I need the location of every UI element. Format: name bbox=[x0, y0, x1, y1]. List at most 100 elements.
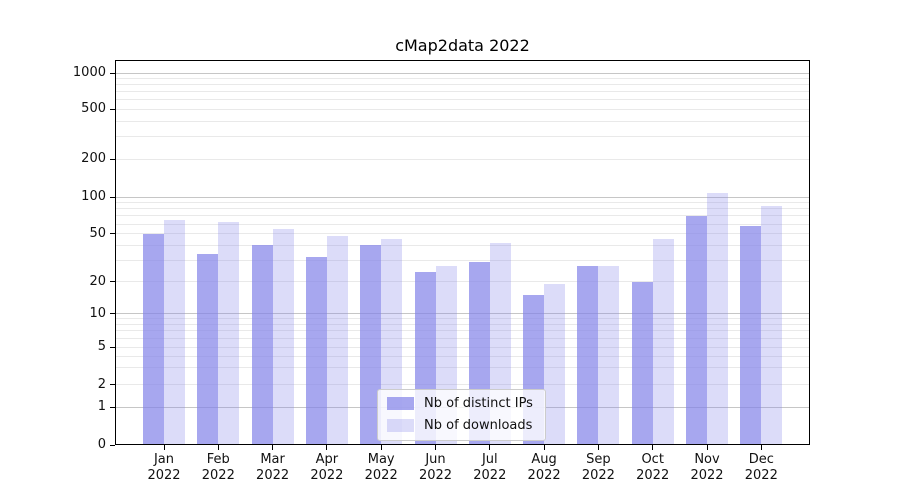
x-tick-mark bbox=[543, 445, 545, 450]
x-tick-label: Sep 2022 bbox=[581, 452, 615, 483]
y-tick-mark bbox=[110, 313, 115, 314]
y-tick-mark bbox=[110, 346, 115, 348]
x-tick-mark bbox=[163, 445, 165, 450]
x-tick-label: Jun 2022 bbox=[418, 452, 453, 483]
x-tick-label: Aug 2022 bbox=[527, 452, 561, 483]
bar-ips-dec bbox=[740, 225, 762, 444]
y-tick-mark bbox=[110, 384, 115, 385]
x-tick-mark bbox=[597, 445, 599, 450]
x-tick-mark bbox=[706, 445, 708, 450]
y-tick-label: 50 bbox=[89, 225, 106, 241]
bar-ips-apr bbox=[305, 257, 327, 444]
y-tick-label: 2 bbox=[97, 376, 106, 392]
y-tick-mark bbox=[110, 406, 115, 408]
y-tick-mark bbox=[110, 158, 115, 160]
gridline-minor bbox=[116, 99, 809, 101]
x-tick-label: Oct 2022 bbox=[636, 452, 670, 483]
gridline-minor bbox=[116, 259, 809, 261]
legend-item-downloads: Nb of downloads bbox=[387, 418, 533, 433]
x-tick-label: Dec 2022 bbox=[744, 452, 778, 483]
legend-label-downloads: Nb of downloads bbox=[424, 418, 533, 433]
gridline-major bbox=[116, 196, 809, 198]
gridline-minor bbox=[116, 223, 809, 225]
gridline-minor bbox=[116, 323, 809, 325]
bar-ips-nov bbox=[686, 215, 707, 444]
y-tick-mark bbox=[110, 108, 115, 110]
y-tick-label: 500 bbox=[81, 101, 106, 116]
gridline-minor bbox=[116, 281, 809, 282]
y-tick-label: 1000 bbox=[72, 65, 106, 80]
y-tick-label: 1 bbox=[97, 399, 106, 414]
x-tick-mark bbox=[489, 445, 491, 450]
x-tick-mark bbox=[760, 445, 762, 450]
legend-swatch-distinct-ips bbox=[387, 397, 414, 410]
gridline-major bbox=[116, 72, 809, 74]
bar-downloads-apr bbox=[326, 235, 348, 444]
x-tick-mark bbox=[435, 445, 436, 450]
x-tick-label: Nov 2022 bbox=[690, 452, 724, 483]
x-tick-mark bbox=[652, 445, 654, 450]
gridline-minor bbox=[116, 244, 809, 246]
x-tick-mark bbox=[326, 445, 328, 450]
x-tick-label: May 2022 bbox=[364, 452, 398, 483]
bar-ips-feb bbox=[197, 253, 219, 444]
y-tick-mark bbox=[110, 444, 115, 446]
x-tick-label: Feb 2022 bbox=[201, 452, 235, 483]
bar-downloads-dec bbox=[761, 205, 783, 444]
plot-border bbox=[115, 60, 810, 445]
gridline-minor bbox=[116, 136, 809, 138]
bar-downloads-feb bbox=[218, 221, 240, 444]
y-tick-label: 100 bbox=[81, 189, 106, 204]
bar-downloads-mar bbox=[272, 228, 294, 444]
gridline-minor bbox=[116, 337, 809, 339]
legend-item-distinct-ips: Nb of distinct IPs bbox=[387, 396, 533, 411]
gridline-minor bbox=[116, 346, 809, 348]
x-tick-label: Apr 2022 bbox=[310, 452, 344, 483]
gridline-minor bbox=[116, 84, 809, 86]
y-tick-mark bbox=[110, 281, 115, 282]
y-tick-label: 200 bbox=[81, 151, 106, 166]
y-tick-label: 20 bbox=[89, 273, 106, 289]
gridline-minor bbox=[116, 318, 809, 320]
x-tick-mark bbox=[217, 445, 219, 450]
bar-ips-sep bbox=[577, 265, 599, 444]
gridline-major bbox=[116, 313, 809, 314]
gridline-minor bbox=[116, 384, 809, 385]
gridline-minor bbox=[116, 330, 809, 332]
y-tick-label: 5 bbox=[97, 339, 106, 354]
y-tick-mark bbox=[110, 196, 115, 198]
bar-downloads-jan bbox=[164, 219, 185, 444]
x-tick-label: Jul 2022 bbox=[473, 452, 507, 483]
x-tick-mark bbox=[272, 445, 274, 450]
gridline-minor bbox=[116, 208, 809, 210]
gridline-minor bbox=[116, 120, 809, 122]
y-tick-label: 10 bbox=[89, 305, 106, 321]
y-tick-mark bbox=[110, 233, 115, 235]
bar-ips-jan bbox=[143, 233, 164, 444]
gridline-minor bbox=[116, 233, 809, 235]
bar-downloads-oct bbox=[652, 239, 674, 444]
gridline-minor bbox=[116, 108, 809, 110]
bar-ips-may bbox=[360, 245, 382, 444]
gridline-minor bbox=[116, 202, 809, 204]
y-tick-label: 0 bbox=[97, 437, 106, 452]
bar-downloads-sep bbox=[598, 265, 620, 444]
gridline-minor bbox=[116, 355, 809, 357]
bar-ips-mar bbox=[251, 245, 273, 444]
gridline-minor bbox=[116, 367, 809, 369]
legend-swatch-downloads bbox=[387, 419, 414, 432]
bar-downloads-aug bbox=[544, 283, 566, 444]
gridline-minor bbox=[116, 158, 809, 160]
chart-title: cMap2data 2022 bbox=[395, 36, 530, 55]
x-tick-label: Jan 2022 bbox=[147, 452, 181, 483]
legend: Nb of distinct IPs Nb of downloads bbox=[377, 389, 546, 441]
gridline-minor bbox=[116, 77, 809, 79]
y-tick-mark bbox=[110, 72, 115, 74]
gridline-minor bbox=[116, 91, 809, 93]
x-tick-mark bbox=[380, 445, 382, 450]
bar-ips-oct bbox=[631, 281, 653, 444]
x-tick-label: Mar 2022 bbox=[256, 452, 290, 483]
bar-downloads-nov bbox=[707, 193, 728, 444]
legend-label-distinct-ips: Nb of distinct IPs bbox=[424, 396, 533, 411]
